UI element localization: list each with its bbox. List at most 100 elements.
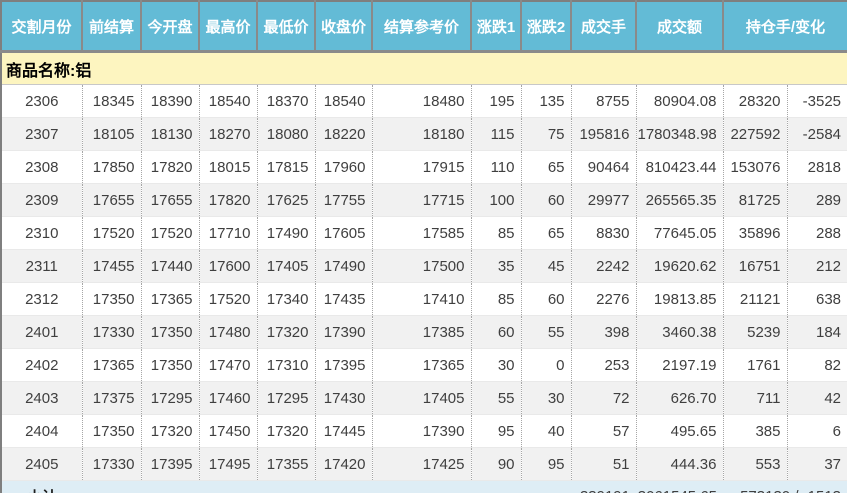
cell-value: 17460 (199, 381, 258, 415)
cell-value: 253 (571, 348, 637, 382)
cell-value: 17585 (372, 216, 472, 250)
cell-value: 17425 (372, 447, 472, 481)
cell-value: 17390 (315, 315, 373, 349)
cell-value: 444.36 (636, 447, 724, 481)
cell-value: 72 (571, 381, 637, 415)
cell-value: 1780348.98 (636, 117, 724, 151)
cell-value: 18390 (141, 84, 200, 118)
cell-value: 18105 (82, 117, 142, 151)
cell-value: 17820 (141, 150, 200, 184)
subtotal-label: 小计 (1, 480, 82, 493)
cell-value: 16751 (723, 249, 788, 283)
cell-value: 17815 (257, 150, 316, 184)
cell-delivery-month: 2307 (1, 117, 83, 151)
cell-value: 3460.38 (636, 315, 724, 349)
cell-value: 17365 (141, 282, 200, 316)
cell-value: 17710 (199, 216, 258, 250)
cell-value: 18080 (257, 117, 316, 151)
table-row: 2306 18345 18390 18540 18370 18540 18480 195 135… (1, 84, 847, 118)
cell-value: 17295 (141, 381, 200, 415)
cell-value: 8755 (571, 84, 637, 118)
cell-value: 30 (521, 381, 572, 415)
cell-value: 626.70 (636, 381, 724, 415)
cell-value: 18345 (82, 84, 142, 118)
subtotal-row: 小计 339191 3061545.65 573130 / -1513 (1, 480, 847, 493)
cell-value: 17755 (315, 183, 373, 217)
cell-value: 90 (471, 447, 522, 481)
cell-value: 18180 (372, 117, 472, 151)
cell-value: 17915 (372, 150, 472, 184)
table-body: 商品名称:铝 2306 18345 18390 18540 18370 18540 1848… (1, 51, 847, 481)
cell-delivery-month: 2404 (1, 414, 83, 448)
cell-value: 17365 (372, 348, 472, 382)
cell-value: 18270 (199, 117, 258, 151)
cell-value: 17960 (315, 150, 373, 184)
cell-value: 17410 (372, 282, 472, 316)
table-row: 2403 17375 17295 17460 17295 17430 17405 55 30 72… (1, 381, 847, 415)
cell-value: 17385 (372, 315, 472, 349)
cell-value: 17420 (315, 447, 373, 481)
cell-value: 17625 (257, 183, 316, 217)
cell-delivery-month: 2312 (1, 282, 83, 316)
cell-value: 17395 (141, 447, 200, 481)
cell-value: 17520 (199, 282, 258, 316)
cell-value: 110 (471, 150, 522, 184)
col-header-prev-settlement: 前结算 (82, 1, 142, 53)
cell-value: 17490 (257, 216, 316, 250)
col-header-volume: 成交手 (571, 1, 637, 53)
cell-value: 18370 (257, 84, 316, 118)
col-header-open: 今开盘 (141, 1, 200, 53)
cell-value: 17350 (141, 315, 200, 349)
table-row: 2308 17850 17820 18015 17815 17960 17915 110 65 9… (1, 150, 847, 184)
cell-value: 2242 (571, 249, 637, 283)
cell-value: 17405 (257, 249, 316, 283)
cell-value: 385 (723, 414, 788, 448)
cell-value: 17500 (372, 249, 472, 283)
table-row: 2311 17455 17440 17600 17405 17490 17500 35 45 22… (1, 249, 847, 283)
cell-value: 18015 (199, 150, 258, 184)
header-row: 交割月份 前结算 今开盘 最高价 最低价 收盘价 结算参考价 涨跌1 涨跌2 成… (1, 1, 847, 53)
cell-value: 85 (471, 216, 522, 250)
cell-value: 60 (521, 183, 572, 217)
cell-value: 95 (471, 414, 522, 448)
cell-value: 21121 (723, 282, 788, 316)
table-row: 2404 17350 17320 17450 17320 17445 17390 95 40 57… (1, 414, 847, 448)
cell-value: 495.65 (636, 414, 724, 448)
cell-value: 45 (521, 249, 572, 283)
cell-value: 17455 (82, 249, 142, 283)
cell-value: 17850 (82, 150, 142, 184)
cell-delivery-month: 2308 (1, 150, 83, 184)
cell-value: 18540 (199, 84, 258, 118)
cell-value: 17520 (141, 216, 200, 250)
cell-value: 17715 (372, 183, 472, 217)
cell-value: 135 (521, 84, 572, 118)
cell-value: 17330 (82, 315, 142, 349)
table-footer: 小计 339191 3061545.65 573130 / -1513 (1, 480, 847, 493)
cell-value: 51 (571, 447, 637, 481)
cell-value: 55 (471, 381, 522, 415)
cell-value: 17320 (257, 315, 316, 349)
cell-value: 1761 (723, 348, 788, 382)
cell-value: 65 (521, 150, 572, 184)
cell-value: 55 (521, 315, 572, 349)
cell-value: 711 (723, 381, 788, 415)
cell-value: 18540 (315, 84, 373, 118)
cell-value: 19813.85 (636, 282, 724, 316)
table-row: 2402 17365 17350 17470 17310 17395 17365 30 0 253… (1, 348, 847, 382)
cell-value: 82 (787, 348, 847, 382)
cell-value: 30 (471, 348, 522, 382)
cell-value: 17390 (372, 414, 472, 448)
table-header: 交割月份 前结算 今开盘 最高价 最低价 收盘价 结算参考价 涨跌1 涨跌2 成… (1, 1, 847, 53)
cell-value: 17295 (257, 381, 316, 415)
col-header-high: 最高价 (199, 1, 258, 53)
cell-value: 288 (787, 216, 847, 250)
cell-delivery-month: 2405 (1, 447, 83, 481)
cell-value: 6 (787, 414, 847, 448)
subtotal-volume: 339191 (571, 480, 636, 493)
cell-delivery-month: 2402 (1, 348, 83, 382)
cell-value: 17445 (315, 414, 373, 448)
cell-value: 60 (471, 315, 522, 349)
commodity-name-label: 商品名称:铝 (1, 51, 847, 85)
cell-value: 17605 (315, 216, 373, 250)
cell-value: 17310 (257, 348, 316, 382)
